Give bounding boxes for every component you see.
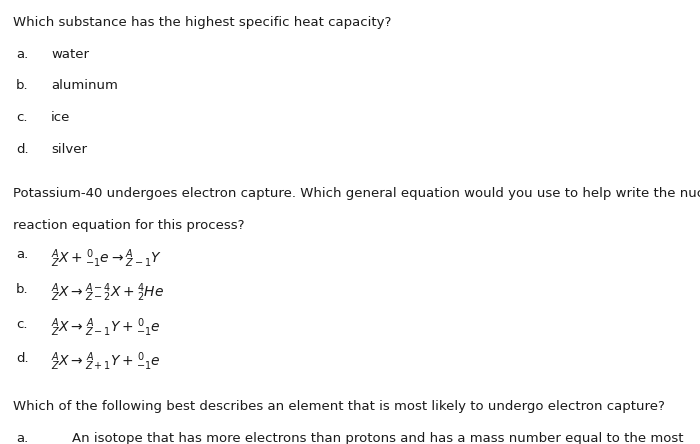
Text: d.: d. [16,352,29,365]
Text: c.: c. [16,111,27,124]
Text: silver: silver [51,143,87,156]
Text: a.: a. [16,432,28,444]
Text: $^A_ZX \rightarrow ^{A-4}_{Z-2}X + ^4_2He$: $^A_ZX \rightarrow ^{A-4}_{Z-2}X + ^4_2H… [51,281,164,304]
Text: aluminum: aluminum [51,79,118,92]
Text: Which of the following best describes an element that is most likely to undergo : Which of the following best describes an… [13,400,664,413]
Text: c.: c. [16,317,27,330]
Text: $^A_ZX + ^{\,0}_{-1}e \rightarrow ^A_{Z-1}Y$: $^A_ZX + ^{\,0}_{-1}e \rightarrow ^A_{Z-… [51,247,162,270]
Text: An isotope that has more electrons than protons and has a mass number equal to t: An isotope that has more electrons than … [72,432,684,444]
Text: $^A_ZX \rightarrow ^{\,A}_{Z+1}Y + ^{\,0}_{-1}e$: $^A_ZX \rightarrow ^{\,A}_{Z+1}Y + ^{\,0… [51,351,161,373]
Text: b.: b. [16,283,29,296]
Text: $^A_ZX \rightarrow ^{\,A}_{Z-1}Y + ^{\,0}_{-1}e$: $^A_ZX \rightarrow ^{\,A}_{Z-1}Y + ^{\,0… [51,316,161,339]
Text: ice: ice [51,111,71,124]
Text: Which substance has the highest specific heat capacity?: Which substance has the highest specific… [13,16,391,28]
Text: Potassium-40 undergoes electron capture. Which general equation would you use to: Potassium-40 undergoes electron capture.… [13,186,700,199]
Text: a.: a. [16,48,28,60]
Text: b.: b. [16,79,29,92]
Text: d.: d. [16,143,29,156]
Text: water: water [51,48,89,60]
Text: a.: a. [16,248,28,261]
Text: reaction equation for this process?: reaction equation for this process? [13,218,244,231]
